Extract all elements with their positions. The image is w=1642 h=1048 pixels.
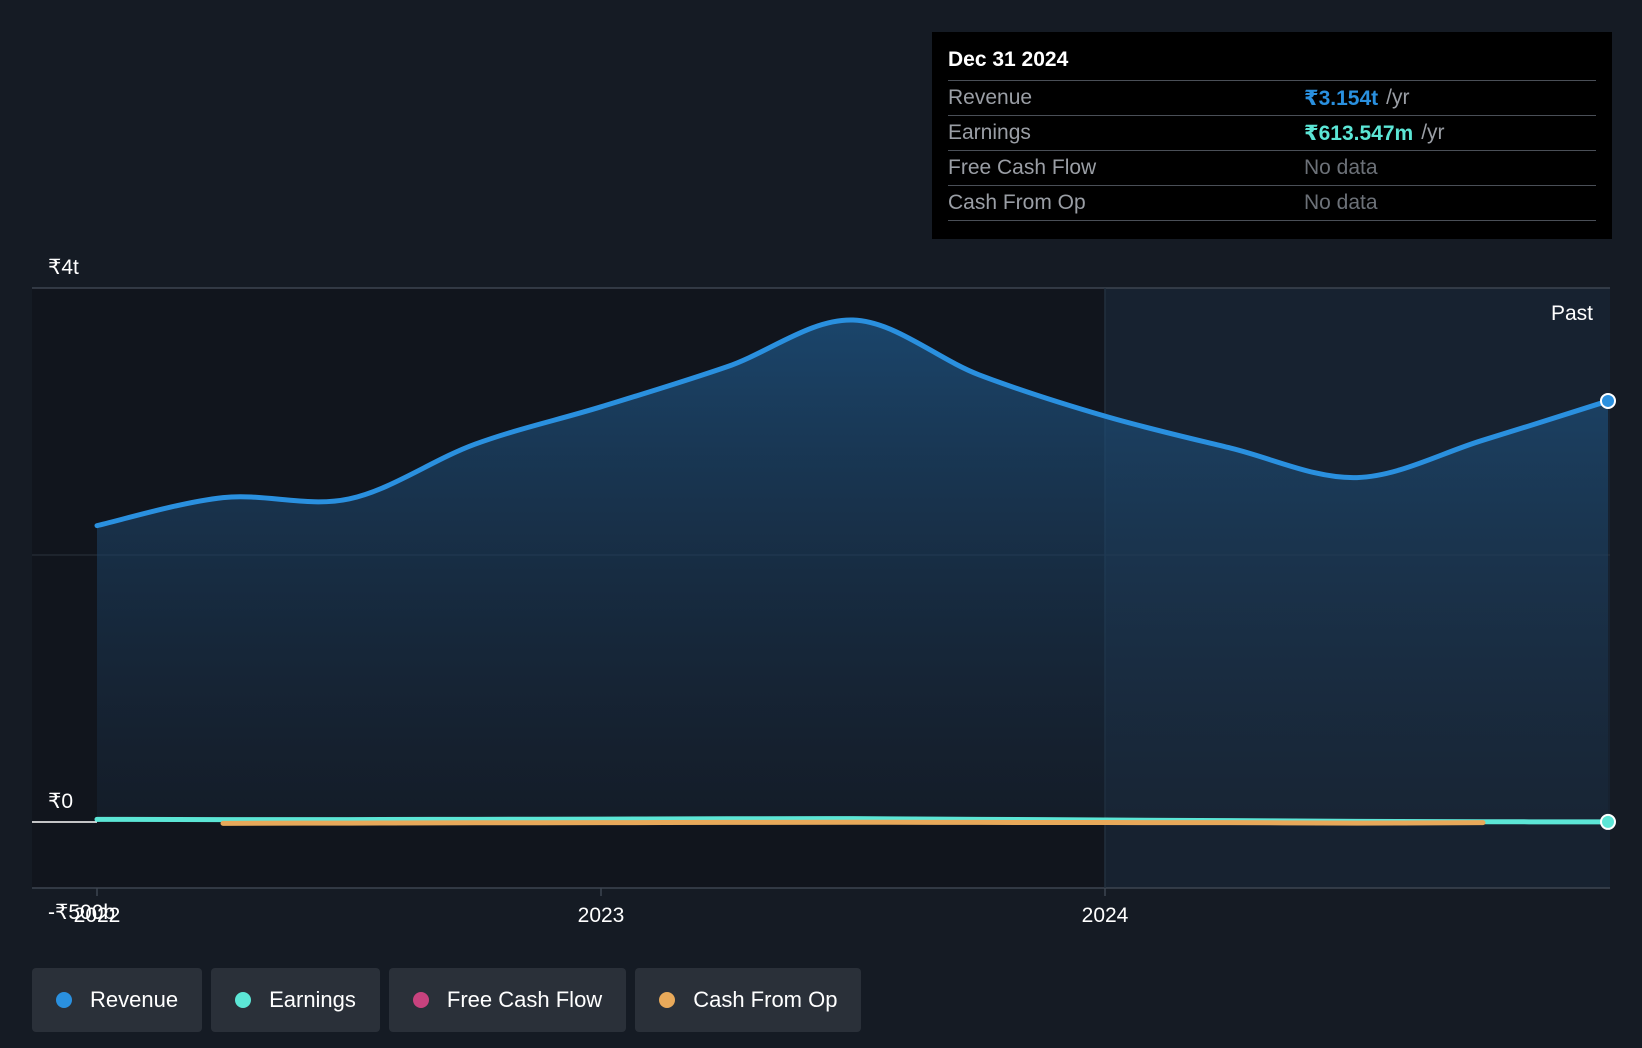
tooltip-label: Earnings: [948, 121, 1031, 144]
legend-label: Earnings: [269, 987, 356, 1012]
tooltip-label: Free Cash Flow: [948, 156, 1097, 179]
earnings-dot-icon: [235, 992, 252, 1008]
y-tick-label: ₹0: [48, 790, 73, 813]
legend-item-earnings[interactable]: Earnings: [211, 968, 380, 1032]
tooltip-row-earnings: Earnings ₹613.547m /yr: [948, 115, 1596, 150]
past-label: Past: [1551, 302, 1593, 325]
revenue-line: [94, 317, 1611, 529]
tooltip-value: No data: [1304, 191, 1378, 214]
x-tick-label: 2024: [1082, 904, 1129, 927]
revenue-endpoint: [1600, 392, 1616, 409]
cash-from-op-line: [220, 819, 1486, 826]
legend-item-revenue[interactable]: Revenue: [32, 968, 203, 1032]
legend-item-cash-from-op[interactable]: Cash From Op: [635, 968, 862, 1032]
tooltip-row-free-cash-flow: Free Cash Flow No data: [948, 150, 1596, 185]
legend: Revenue Earnings Free Cash Flow Cash Fro…: [32, 968, 862, 1032]
tooltip-unit: /yr: [1421, 121, 1445, 144]
earnings-endpoint: [1600, 813, 1616, 830]
y-tick-label: -₹500b: [48, 901, 115, 924]
y-tick-label: ₹4t: [48, 256, 79, 279]
legend-label: Cash From Op: [693, 987, 838, 1012]
tooltip-value: ₹3.154t: [1304, 86, 1379, 110]
legend-label: Revenue: [90, 987, 179, 1012]
tooltip-unit: /yr: [1386, 86, 1410, 109]
tooltip-label: Cash From Op: [948, 191, 1086, 214]
tooltip-value: No data: [1304, 156, 1378, 179]
legend-label: Free Cash Flow: [446, 987, 603, 1012]
cash-from-op-dot-icon: [659, 992, 676, 1008]
tooltip-row-revenue: Revenue ₹3.154t /yr: [948, 80, 1596, 115]
x-tick-label: 2022: [74, 904, 121, 927]
tooltip-label: Revenue: [948, 86, 1033, 109]
free-cash-flow-dot-icon: [412, 992, 429, 1008]
tooltip-row-cash-from-op: Cash From Op No data: [948, 185, 1596, 221]
tooltip: Dec 31 2024 Revenue ₹3.154t /yr Earnings…: [932, 32, 1612, 239]
legend-item-free-cash-flow[interactable]: Free Cash Flow: [388, 968, 627, 1032]
tooltip-date: Dec 31 2024: [948, 48, 1069, 71]
tooltip-value: ₹613.547m: [1304, 121, 1414, 145]
revenue-dot-icon: [56, 992, 72, 1008]
x-tick-label: 2023: [578, 904, 625, 927]
